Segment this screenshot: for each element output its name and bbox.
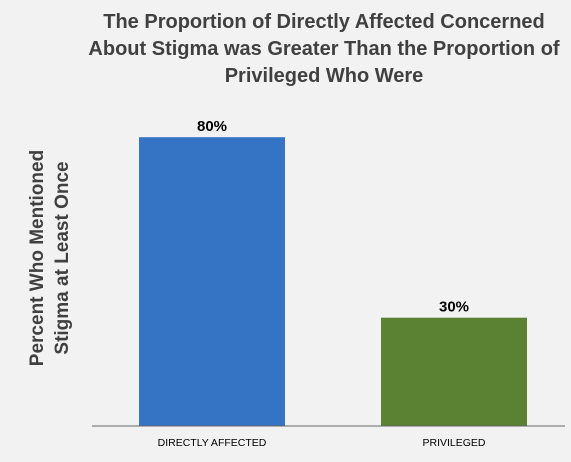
chart-title-line-3: Privileged Who Were: [225, 65, 424, 87]
data-label-privileged: 30%: [439, 299, 469, 316]
y-axis-label: Percent Who Mentioned Stigma at Least Onc…: [27, 150, 73, 366]
chart-title: The Proportion of Directly Affected Conc…: [88, 11, 559, 87]
y-axis-label-line-1: Percent Who Mentioned: [27, 150, 48, 366]
data-labels: 80% 30%: [197, 118, 469, 316]
x-tick-labels: DIRECTLY AFFECTED PRIVILEGED: [158, 437, 486, 449]
bars: [139, 137, 527, 426]
data-label-directly-affected: 80%: [197, 118, 227, 135]
x-tick-label-directly-affected: DIRECTLY AFFECTED: [158, 437, 267, 449]
bar-privileged: [381, 317, 527, 426]
chart-title-line-1: The Proportion of Directly Affected Conc…: [103, 11, 545, 33]
bar-directly-affected: [139, 137, 285, 426]
y-axis-label-line-2: Stigma at Least Once: [52, 161, 73, 354]
x-tick-label-privileged: PRIVILEGED: [422, 437, 485, 449]
chart-title-line-2: About Stigma was Greater Than the Propor…: [88, 38, 559, 60]
